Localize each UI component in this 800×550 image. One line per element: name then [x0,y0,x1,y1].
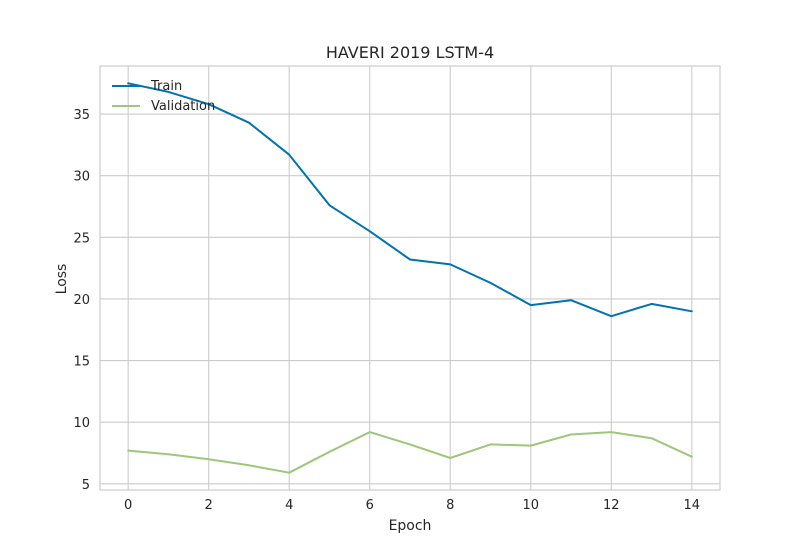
grid-lines [100,66,720,490]
series-line-train [127,82,693,318]
x-tick-label: 6 [366,498,374,513]
y-tick-label: 15 [73,355,90,370]
series-line-validation [127,431,693,474]
x-tick-label: 14 [684,498,701,513]
x-tick-label: 8 [446,498,454,513]
legend-label-train: Train [150,79,182,94]
y-tick-label: 30 [73,170,90,185]
x-tick-labels: 0 2 4 6 8 10 12 14 [124,498,700,513]
y-tick-label: 5 [82,478,90,493]
x-axis-label: Epoch [389,518,432,534]
y-tick-label: 25 [73,231,90,246]
x-tick-label: 10 [523,498,540,513]
y-tick-label: 35 [73,108,90,123]
x-tick-label: 12 [603,498,620,513]
series-lines [127,82,693,474]
legend: Train Validation [112,79,215,114]
x-tick-label: 0 [124,498,132,513]
plot-frame [99,65,721,491]
y-tick-label: 20 [73,293,90,308]
x-tick-label: 2 [205,498,213,513]
y-axis-label: Loss [54,264,70,295]
legend-label-validation: Validation [151,99,215,114]
x-tick-label: 4 [285,498,293,513]
y-tick-label: 10 [73,416,90,431]
chart-title: HAVERI 2019 LSTM-4 [326,43,494,62]
y-tick-labels: 5 10 15 20 25 30 35 [73,108,90,493]
